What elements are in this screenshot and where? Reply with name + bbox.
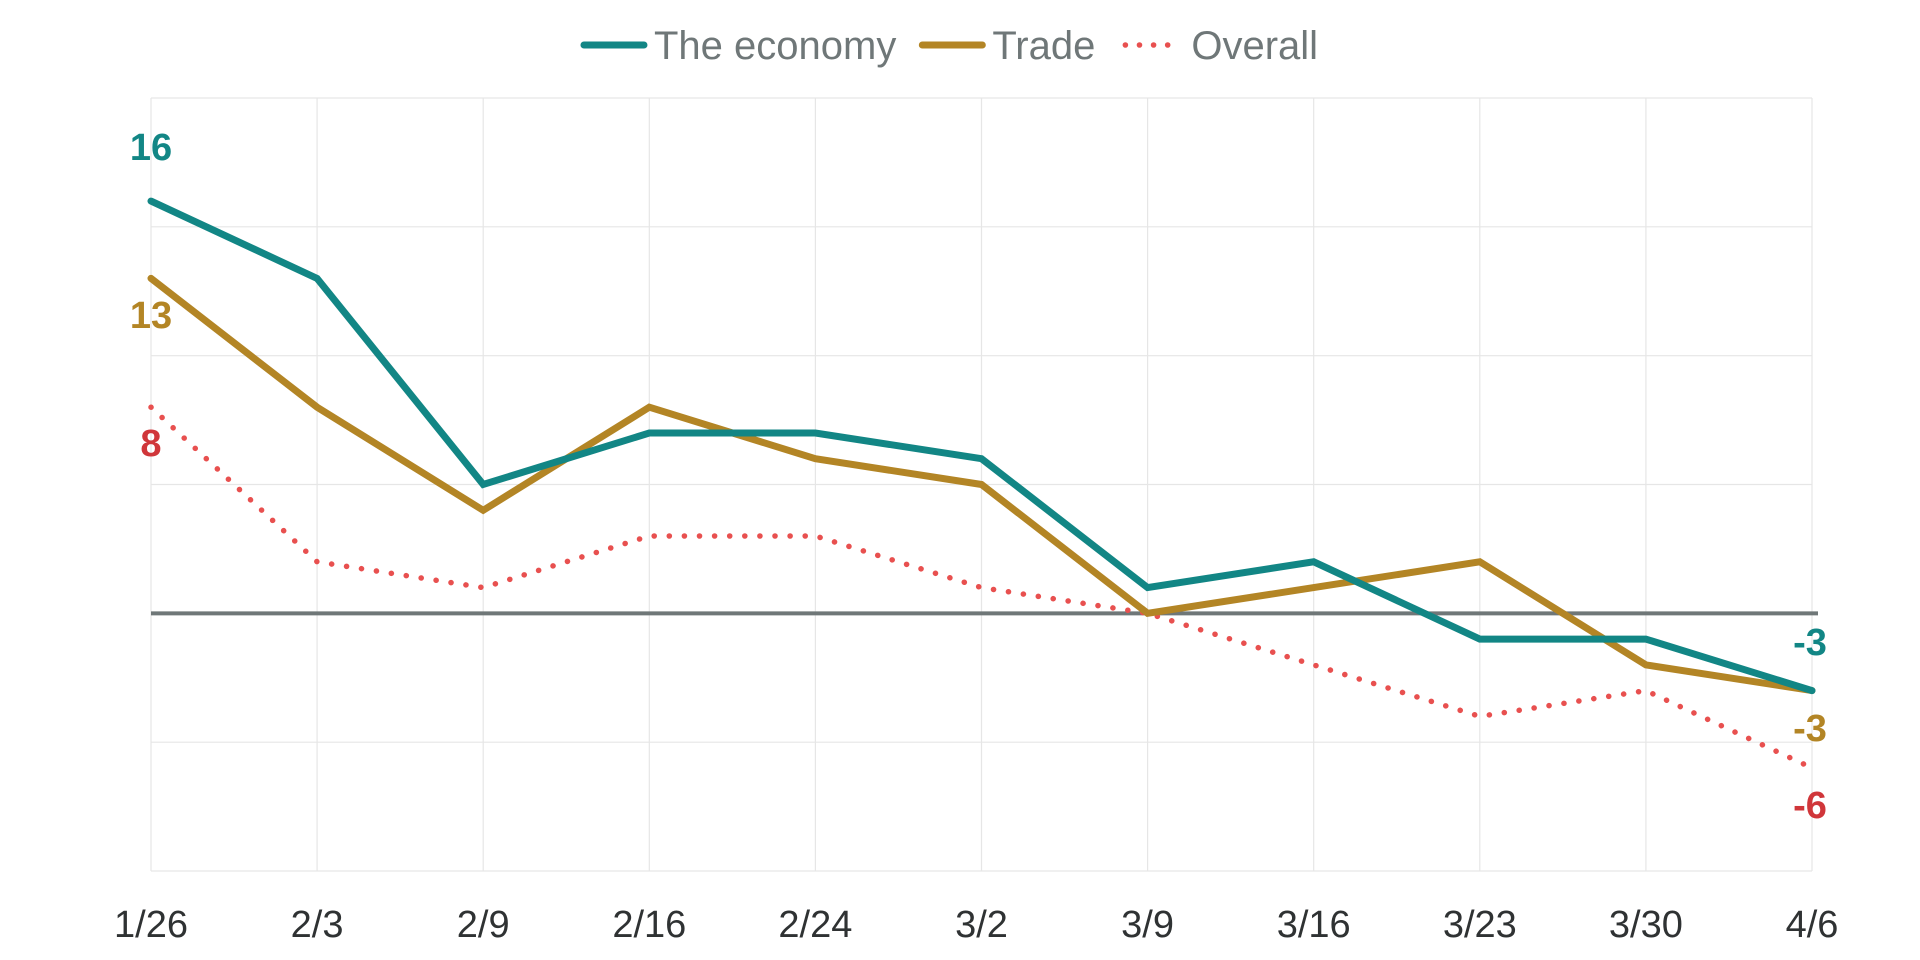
x-tick-label: 1/26	[114, 904, 188, 946]
x-tick-label: 3/2	[955, 904, 1008, 946]
start-value-label: 8	[140, 423, 161, 465]
x-tick-label: 3/30	[1609, 904, 1683, 946]
series-value-labels: 16 -3 13 -3 8 -6	[130, 127, 1827, 827]
start-value-label: 13	[130, 295, 172, 337]
end-value-label: -3	[1793, 622, 1827, 664]
end-value-label: -3	[1793, 708, 1827, 750]
legend-label: Overall	[1191, 24, 1318, 68]
x-tick-label: 3/23	[1443, 904, 1517, 946]
legend-label: The economy	[654, 24, 896, 68]
start-value-label: 16	[130, 127, 172, 169]
series-line-the-economy	[147, 197, 1816, 695]
x-tick-label: 3/16	[1277, 904, 1351, 946]
series-line-overall	[148, 404, 1815, 771]
x-axis-ticks: 1/26 2/3 2/9 2/16 2/24 3/2 3/9 3/16 3/23 3/30 4/6	[114, 904, 1838, 946]
series-lines	[147, 197, 1816, 771]
end-value-label: -6	[1793, 785, 1827, 827]
x-tick-label: 2/16	[612, 904, 686, 946]
legend-label: Trade	[992, 24, 1095, 68]
series-line-trade	[147, 274, 1816, 695]
x-tick-label: 2/3	[291, 904, 344, 946]
legend: The economy Trade Overall	[580, 24, 1318, 68]
x-tick-label: 2/24	[778, 904, 852, 946]
x-tick-label: 2/9	[457, 904, 510, 946]
x-tick-label: 3/9	[1121, 904, 1174, 946]
x-tick-label: 4/6	[1786, 904, 1839, 946]
